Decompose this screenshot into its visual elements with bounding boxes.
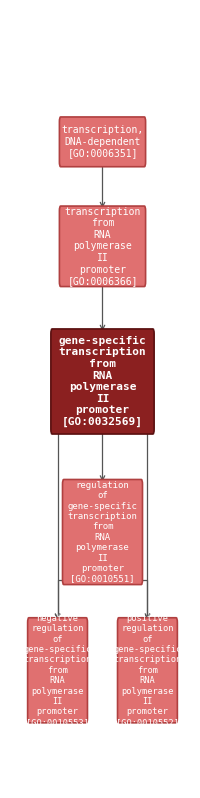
- FancyBboxPatch shape: [59, 206, 146, 286]
- Text: gene-specific
transcription
from
RNA
polymerase
II
promoter
[GO:0032569]: gene-specific transcription from RNA pol…: [59, 336, 146, 427]
- Text: regulation
of
gene-specific
transcription
from
RNA
polymerase
II
promoter
[GO:00: regulation of gene-specific transcriptio…: [68, 480, 137, 583]
- Text: negative
regulation
of
gene-specific
transcription
from
RNA
polymerase
II
promot: negative regulation of gene-specific tra…: [23, 614, 92, 727]
- FancyBboxPatch shape: [28, 618, 87, 723]
- FancyBboxPatch shape: [51, 329, 154, 434]
- FancyBboxPatch shape: [59, 117, 146, 167]
- FancyBboxPatch shape: [63, 480, 142, 585]
- FancyBboxPatch shape: [118, 618, 177, 723]
- Text: transcription
from
RNA
polymerase
II
promoter
[GO:0006366]: transcription from RNA polymerase II pro…: [64, 207, 141, 286]
- Text: transcription,
DNA-dependent
[GO:0006351]: transcription, DNA-dependent [GO:0006351…: [61, 125, 144, 159]
- Text: positive
regulation
of
gene-specific
transcription
from
RNA
polymerase
II
promot: positive regulation of gene-specific tra…: [113, 614, 182, 727]
